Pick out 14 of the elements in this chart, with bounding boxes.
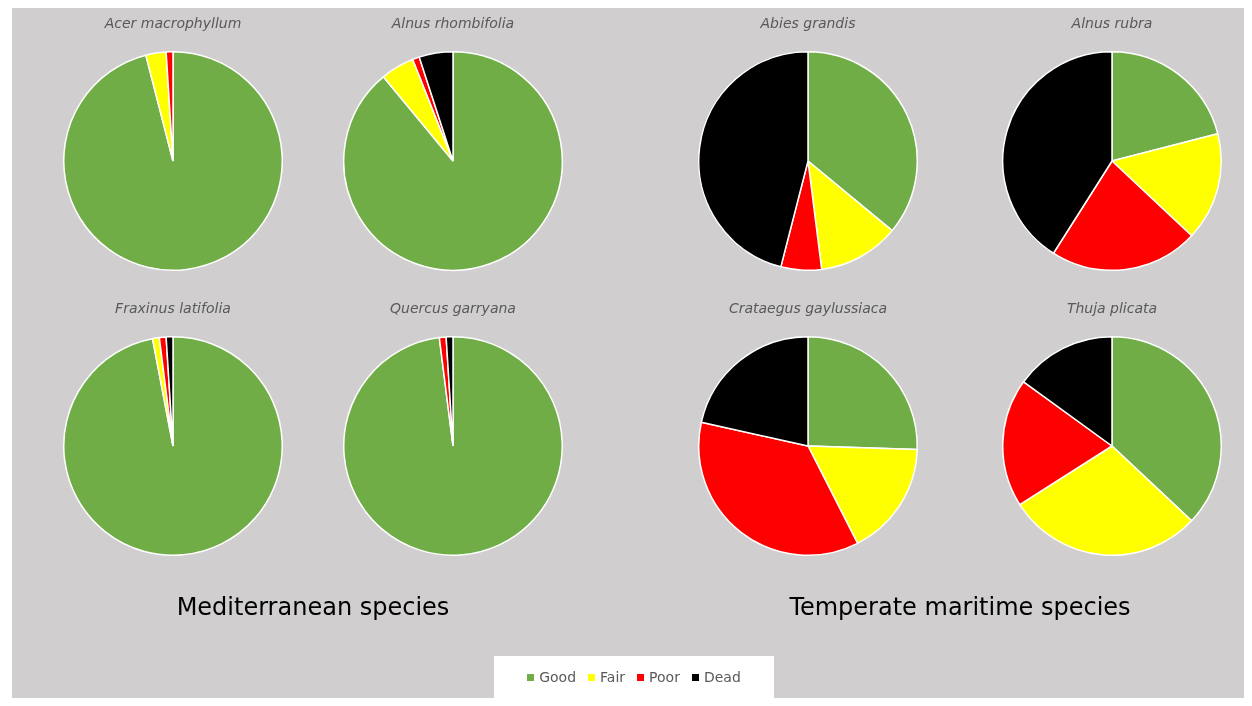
chart-title: Abies grandis — [759, 15, 857, 33]
chart-title: Quercus garryana — [389, 300, 517, 318]
chart-title: Crataegus gaylussiaca — [727, 300, 889, 318]
chart-title: Acer macrophyllum — [103, 15, 243, 33]
legend-label: Poor — [649, 669, 680, 685]
chart-title: Alnus rubra — [1070, 15, 1154, 33]
legend-label: Fair — [600, 669, 626, 685]
legend-label: Dead — [703, 669, 741, 685]
legend-label: Good — [539, 669, 577, 685]
text: Temperate maritime species — [788, 593, 1132, 621]
chart-title: Fraxinus latifolia — [114, 300, 232, 318]
chart-title: Alnus rhombifolia — [390, 15, 516, 33]
chart-title: Thuja plicata — [1065, 300, 1159, 318]
text: Mediterranean species — [175, 593, 451, 621]
